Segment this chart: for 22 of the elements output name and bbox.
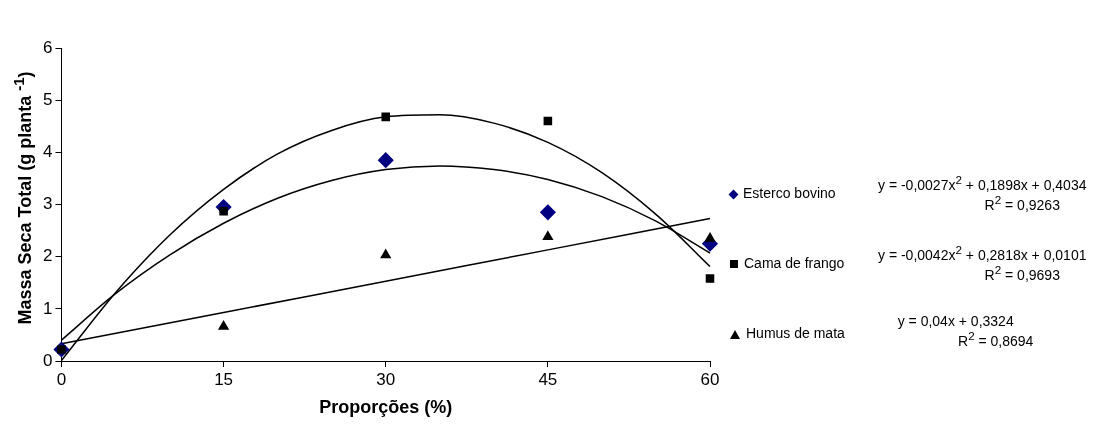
x-tick-label: 45 xyxy=(538,369,558,389)
y-tick-label: 6 xyxy=(42,37,53,57)
x-tick-label: 0 xyxy=(56,369,67,389)
text: y = 0,04x + 0,3324 xyxy=(896,313,1015,329)
y-tick-label: 0 xyxy=(42,350,53,370)
y-tick-label: 4 xyxy=(42,142,53,162)
text: y = -0,0042x$^{2}$ + 0,2818x + 0,0101 xyxy=(878,243,1087,263)
y-tick-label: 5 xyxy=(42,89,53,109)
text: R$^{2}$ = 0,9263 xyxy=(983,192,1061,213)
legend-label: Humus de mata xyxy=(746,325,845,341)
x-tick-label: 60 xyxy=(700,369,720,389)
x-tick-label: 30 xyxy=(376,369,396,389)
text: R$^{2}$ = 0,9693 xyxy=(983,262,1061,283)
legend-label: Esterco bovino xyxy=(743,185,836,201)
text: y = -0,0027x$^{2}$ + 0,1898x + 0,4034 xyxy=(878,173,1087,193)
y-tick-label: 3 xyxy=(42,194,53,214)
x-axis-title: Proporções (%) xyxy=(319,397,453,418)
y-tick-label: 2 xyxy=(42,246,53,266)
text: R$^{2}$ = 0,8694 xyxy=(957,329,1034,349)
y-tick-label: 1 xyxy=(42,298,53,318)
legend-label: Cama de frango xyxy=(744,255,845,271)
x-tick-label: 15 xyxy=(214,369,234,389)
